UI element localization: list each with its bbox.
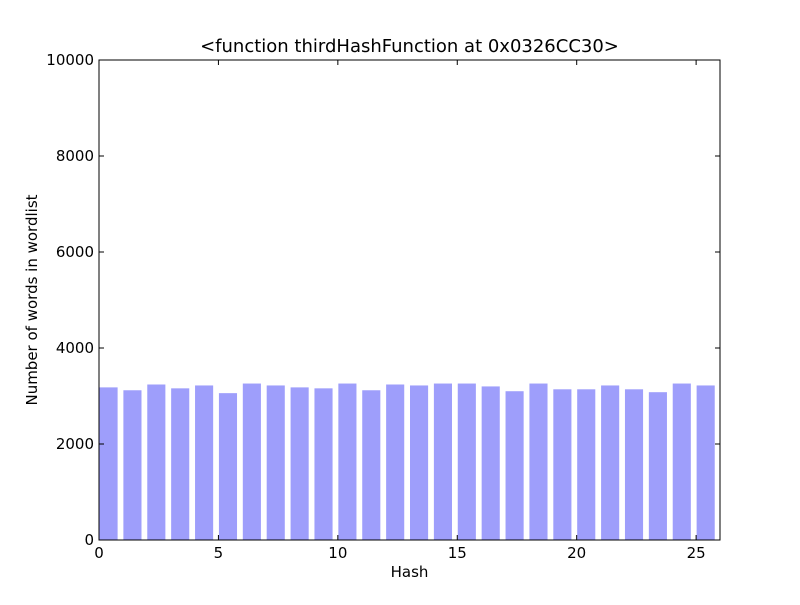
bar-hash-5 [217,392,239,541]
y-axis-label: Number of words in wordlist [23,194,41,405]
bar-hash-6 [241,382,262,541]
bar-hash-20 [576,388,597,541]
bar-hash-13 [409,384,430,541]
bar-hash-23 [647,391,668,541]
bar-hash-1 [122,389,143,541]
bar-hash-3 [170,387,191,541]
y-tick-label: 6000 [56,243,94,261]
bar-hash-7 [265,384,286,541]
x-tick-label: 25 [687,544,706,562]
x-tick-label: 15 [448,544,467,562]
tick-labels-layer: 0 5 10 15 20 25 0 2000 4000 6000 8000 10000 [46,51,705,562]
bar-hash-22 [623,388,645,541]
bar-hash-24 [671,382,692,541]
x-tick-label: 20 [567,544,586,562]
bar-hash-0 [98,386,119,541]
y-tick-label: 10000 [46,51,94,69]
bar-hash-8 [289,386,310,541]
bar-hash-2 [146,383,167,541]
x-tick-label: 10 [328,544,347,562]
bar-hash-4 [194,384,215,541]
bar-hash-9 [313,387,334,541]
x-tick-label: 5 [214,544,224,562]
bar-hash-11 [361,389,382,541]
bar-hash-18 [528,382,549,541]
bar-hash-17 [504,390,525,541]
plot-frame [98,59,721,541]
bar-hash-16 [480,385,501,541]
bar-hash-21 [600,384,621,541]
bar-hash-25 [695,384,716,541]
bar-hash-14 [432,382,453,541]
bar-hash-15 [456,382,477,541]
y-tick-label: 4000 [56,339,94,357]
bar-hash-10 [337,382,358,541]
y-tick-label: 0 [84,531,94,549]
chart-title: <function thirdHashFunction at 0x0326CC3… [200,36,619,57]
y-tick-label: 8000 [56,147,94,165]
y-tick-label: 2000 [56,435,94,453]
bars-layer [98,382,716,541]
x-tick-label: 0 [94,544,104,562]
ticks-layer [98,59,720,541]
bar-hash-12 [385,383,406,541]
x-axis-label: Hash [391,563,429,581]
bar-hash-19 [552,388,573,541]
